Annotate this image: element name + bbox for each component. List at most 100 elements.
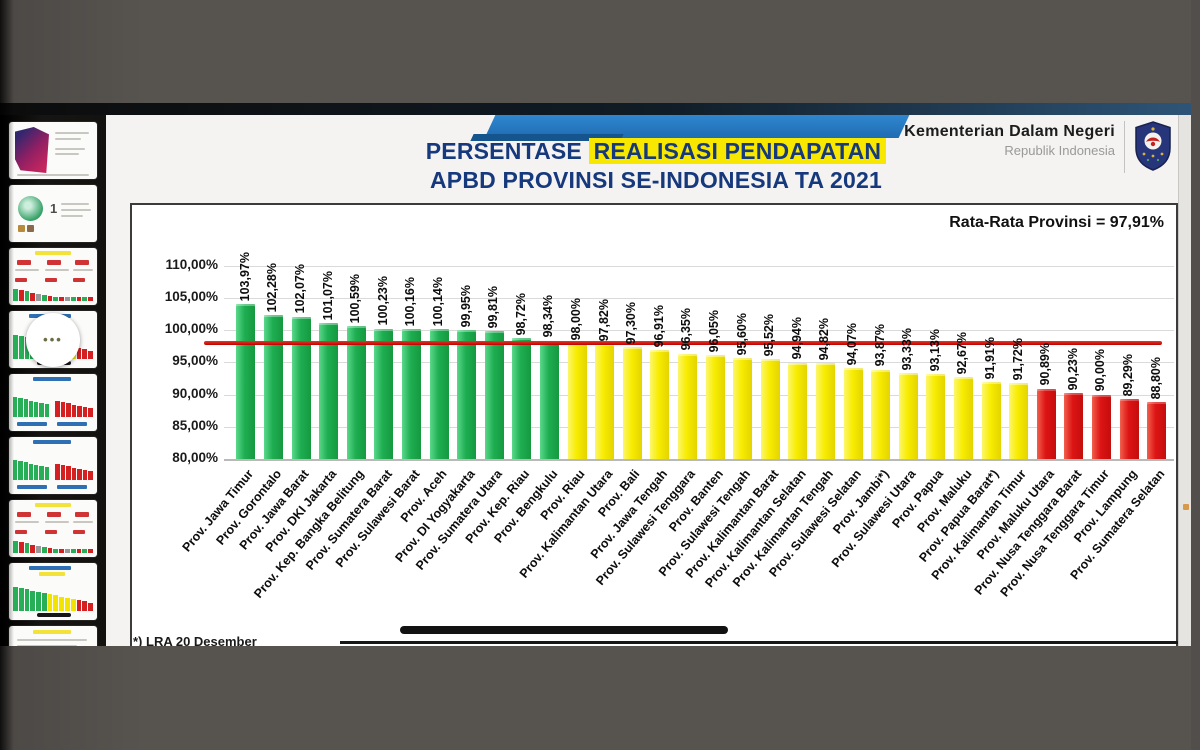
thumb-deco-chip [57,485,87,489]
thumbnail-content [9,248,97,305]
bar [926,374,946,459]
bar-value-label: 95,60% [734,312,749,356]
bar [595,344,615,459]
thumbnail-content: 1 [9,185,97,242]
thumb-deco-bars [55,464,94,480]
thumb-deco-box [18,225,25,232]
thumb-deco-line [17,174,89,176]
slide-title-prefix: PERSENTASE [425,138,589,164]
thumb-deco-chip [29,566,71,570]
bar [1119,399,1139,459]
thumb-deco-bars [13,397,49,417]
thumb-deco-chip [57,422,87,426]
bar-value-label: 102,28% [265,262,280,313]
slide-title-highlight: REALISASI PENDAPATAN [588,138,887,164]
slide-thumbnail-2[interactable]: 1 [9,185,97,242]
thumbnail-menu-overlay[interactable]: ••• [26,312,80,367]
thumb-deco-box [27,225,34,232]
bar-value-label: 90,89% [1038,343,1053,386]
gridline [224,297,1174,299]
thumb-deco-chip [17,422,47,426]
thumb-deco-box [73,278,85,282]
thumb-deco-line [17,645,77,646]
slide-thumbnail-6[interactable] [9,437,97,494]
bar-value-label: 91,91% [983,336,997,380]
bar-value-label: 93,33% [900,327,915,371]
bar [374,328,394,459]
y-axis-tick-label: 110,00% [165,256,218,272]
slide-thumbnail-1[interactable] [9,122,97,179]
bar [677,353,697,459]
slide-thumbnail-4[interactable]: ••• [9,311,97,368]
bar [733,358,753,459]
bar [401,328,421,459]
bar-value-label: 100,59% [348,273,363,324]
thumb-deco-bars [13,289,93,301]
presentation-slide: PERSENTASE REALISASI PENDAPATAN APBD PRO… [106,115,1178,646]
bar [953,377,973,459]
y-axis-tick-label: 100,00% [164,321,218,336]
thumb-deco-line [55,132,89,134]
thumb-deco-bars [13,460,49,480]
thumbnail-content [9,122,97,179]
average-note: Rata-Rata Provinsi = 97,91% [949,214,1164,231]
bar [1036,388,1056,459]
ministry-text: Kementerian Dalam Negeri Republik Indone… [904,121,1115,158]
thumb-deco-line [45,269,69,271]
thumbnail-content [9,626,97,646]
y-axis-tick-label: 95,00% [172,353,218,369]
bar-value-label: 94,94% [789,317,804,360]
thumb-deco-box [75,260,89,265]
thumb-deco-foot [37,613,71,617]
bar [1091,394,1111,459]
bar-value-label: 90,00% [1093,349,1108,392]
slide-thumbnail-8[interactable] [9,563,97,620]
bar [484,331,504,459]
bar [263,315,283,459]
bar [650,349,670,459]
thumb-deco-line [55,148,85,150]
bar-value-label: 98,00% [569,297,583,340]
thumb-deco-bars [13,541,93,553]
bar [319,323,339,459]
gridline [224,426,1174,428]
letterbox-top [0,0,1200,103]
thumb-deco-box [47,260,61,265]
slide-underline-bar [400,626,728,634]
thumb-deco-box [47,512,61,517]
y-axis-tick-label: 105,00% [164,288,218,304]
slide-thumbnail-3[interactable] [9,248,97,305]
chart-footnote: *) LRA 20 Desember [133,634,257,646]
thumb-deco-box [75,512,89,517]
bar [1147,402,1167,459]
bar-value-label: 98,34% [541,295,556,338]
bar [871,369,891,459]
bar-value-label: 95,52% [762,313,777,356]
slide-thumbnail-9[interactable] [9,626,97,646]
slide-thumbnail-7[interactable] [9,500,97,557]
scrollbar-marker[interactable] [1183,504,1189,510]
thumb-deco-box [15,530,27,534]
thumb-deco-strip [35,503,71,507]
thumb-deco-chip [33,377,71,381]
thumb-deco-box [45,530,57,534]
bar-value-label: 102,07% [293,264,307,314]
slide-title-line2: APBD PROVINSI SE-INDONESIA TA 2021 [430,167,882,193]
bar-value-label: 99,81% [486,285,501,329]
scrollbar[interactable] [1178,115,1192,646]
kemendagri-logo-icon [1135,121,1171,171]
thumb-deco-strip [35,251,71,255]
bar-value-label: 98,72% [513,292,528,336]
bar-value-label: 97,30% [624,302,639,345]
slide-thumbnail-5[interactable] [9,374,97,431]
bar [539,340,559,459]
thumb-deco-chip [33,440,71,444]
slide-thumbnail-panel: 1 ••• [0,115,106,646]
bar [1064,393,1084,459]
thumb-deco-strip [39,572,65,576]
thumb-deco-line [73,521,93,523]
bar [788,362,808,459]
bar-value-label: 94,07% [845,322,859,366]
bar-value-label: 103,97% [237,252,252,302]
thumb-deco-chip [17,485,47,489]
